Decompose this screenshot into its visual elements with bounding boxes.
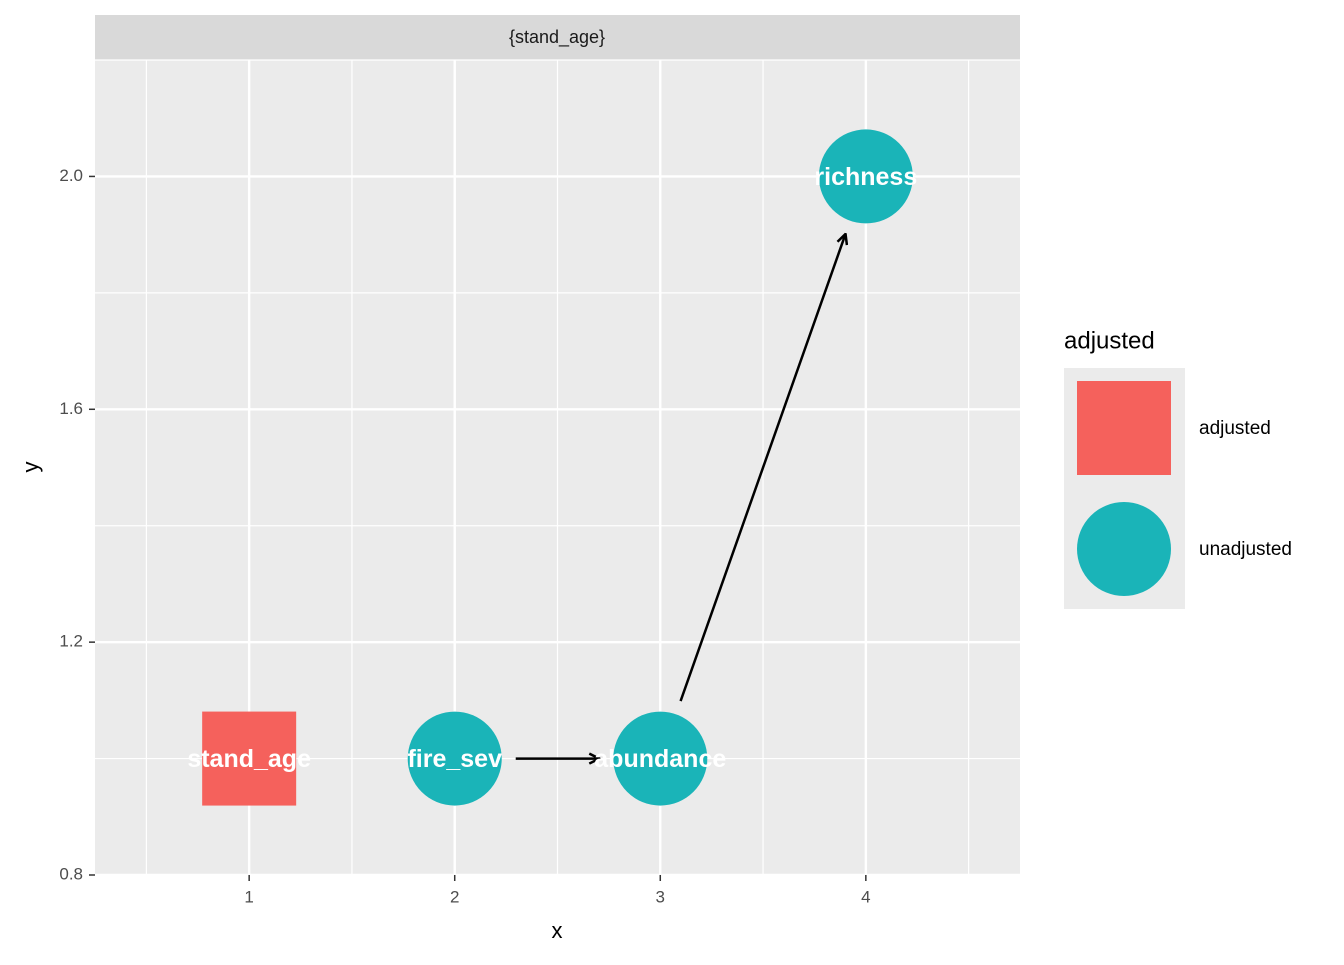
legend: adjusted unadjusted: [1077, 381, 1292, 596]
x-tick-label: 1: [244, 887, 253, 906]
x-tick-label: 2: [450, 887, 459, 906]
node-label: stand_age: [187, 745, 311, 773]
y-tick-label: 2.0: [59, 166, 83, 185]
x-tick-label: 4: [861, 887, 870, 906]
edge-arrow: [679, 234, 846, 702]
legend-key: [1077, 381, 1171, 475]
marks: stand_age fire_sev abundance richness: [187, 129, 917, 806]
x-axis-title: x: [552, 918, 563, 943]
node: [818, 129, 913, 224]
y-tick-label: 1.2: [59, 632, 83, 651]
node: [407, 711, 502, 806]
legend-label: adjusted: [1199, 418, 1271, 439]
strip-label: {stand_age}: [509, 27, 605, 48]
node: [202, 711, 297, 806]
legend-label: unadjusted: [1199, 539, 1292, 560]
node-label: abundance: [594, 745, 726, 773]
legend-title: adjusted: [1064, 327, 1155, 354]
node-label: richness: [814, 163, 917, 191]
node-label: fire_sev: [407, 745, 502, 773]
strip-background: [95, 15, 1020, 60]
y-tick-label: 0.8: [59, 864, 83, 883]
legend-key: [1077, 502, 1171, 596]
node: [613, 711, 708, 806]
y-tick-label: 1.6: [59, 399, 83, 418]
x-tick-label: 3: [656, 887, 665, 906]
y-axis-title: y: [18, 462, 43, 473]
